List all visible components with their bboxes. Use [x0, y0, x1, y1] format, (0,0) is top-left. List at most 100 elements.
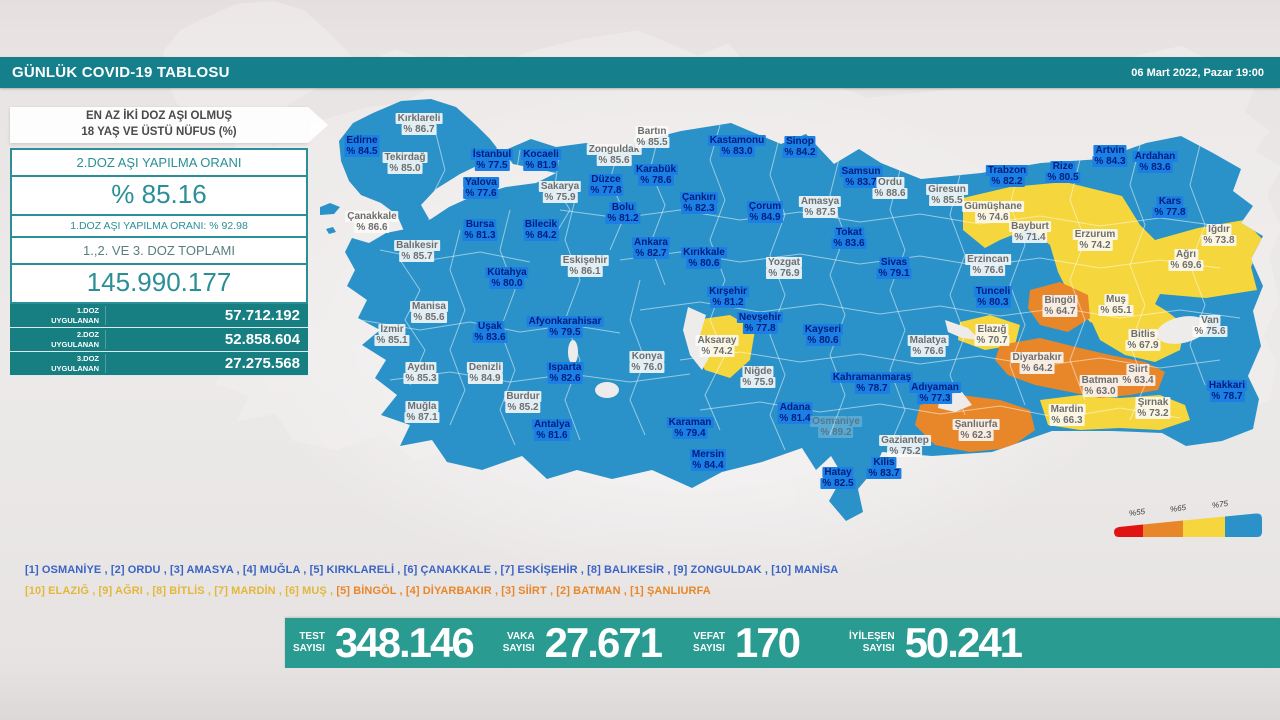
report-date: 06 Mart 2022, Pazar 19:00	[1131, 66, 1264, 79]
province-value: % 82.3	[681, 203, 717, 214]
province-name: Artvin	[1093, 145, 1127, 156]
province-name: Batman	[1079, 375, 1121, 386]
province-name: Konya	[629, 351, 665, 362]
province-label: Elazığ% 70.7	[974, 324, 1010, 346]
province-value: % 65.1	[1098, 305, 1134, 316]
bottom-provinces-line: [10] ELAZIĞ , [9] AĞRI , [8] BİTLİS , [7…	[25, 585, 711, 597]
province-label: Düzce% 77.8	[588, 174, 624, 196]
province-name: Edirne	[344, 135, 380, 146]
province-name: Amasya	[798, 196, 842, 207]
province-label: Adana% 81.4	[777, 402, 813, 424]
province-value: % 88.6	[872, 188, 908, 199]
province-label: Edirne% 84.5	[344, 135, 380, 157]
province-name: Mersin	[689, 449, 727, 460]
province-value: % 83.7	[843, 177, 879, 188]
province-value: % 75.2	[887, 446, 923, 457]
dose-row-label: 2.DOZ UYGULANAN	[10, 330, 106, 349]
province-value: % 79.1	[876, 268, 912, 279]
province-label: Konya% 76.0	[629, 351, 665, 373]
province-label: Burdur% 85.2	[504, 391, 542, 413]
province-label: Giresun% 85.5	[926, 184, 968, 206]
province-value: % 85.3	[403, 373, 439, 384]
province-label: Rize% 80.5	[1045, 161, 1081, 183]
province-name: Bitlis	[1128, 329, 1158, 340]
province-name: Manisa	[410, 301, 448, 312]
province-value: % 83.0	[719, 146, 755, 157]
province-value: % 69.6	[1168, 260, 1204, 271]
province-value: % 81.3	[462, 230, 498, 241]
dose-row: 1.DOZ UYGULANAN 57.712.192	[10, 304, 308, 328]
province-name: Ordu	[876, 177, 904, 188]
province-value: % 77.8	[588, 185, 624, 196]
province-value: % 74.2	[1077, 240, 1113, 251]
province-label: Bartın% 85.5	[634, 126, 670, 148]
province-value: % 82.7	[633, 248, 669, 259]
province-label: Tunceli% 80.3	[973, 286, 1013, 308]
province-label: Osmaniye% 89.2	[810, 416, 862, 438]
province-label: Karabük% 78.6	[633, 164, 679, 186]
dose-row-label: 1.DOZ UYGULANAN	[10, 306, 106, 325]
province-value: % 84.2	[523, 230, 559, 241]
province-label: Eskişehir% 86.1	[560, 255, 610, 277]
dose-row-value: 57.712.192	[224, 307, 300, 324]
stat-test: TEST SAYISI 348.146	[293, 622, 475, 664]
province-name: Nevşehir	[736, 312, 784, 323]
dose2-rate-value-box: % 85.16	[10, 175, 308, 216]
ranked-province: [1] OSMANİYE ,	[25, 564, 111, 576]
province-label: Aydın% 85.3	[403, 362, 439, 384]
province-value: % 75.6	[1192, 326, 1228, 337]
province-label: Tokat% 83.6	[831, 227, 867, 249]
ranked-province: [3] SİİRT ,	[501, 585, 557, 597]
province-name: Zonguldak	[586, 144, 642, 155]
stat-label: TEST SAYISI	[293, 631, 325, 654]
stat-label: VAKA SAYISI	[502, 631, 535, 654]
total-doses-title-box: 1.,2. VE 3. DOZ TOPLAMI	[10, 236, 308, 265]
province-value: % 84.3	[1092, 156, 1128, 167]
province-name: Tekirdağ	[382, 152, 428, 163]
province-value: % 75.9	[740, 377, 776, 388]
stat-value: 170	[734, 619, 801, 666]
province-value: % 81.6	[534, 430, 570, 441]
stat-vaka: VAKA SAYISI 27.671	[502, 622, 663, 664]
province-name: Rize	[1050, 161, 1076, 172]
province-name: Samsun	[839, 166, 883, 177]
stat-i̇yi̇leşen: İYİLEŞEN SAYISI 50.241	[849, 622, 1023, 664]
province-label: Çanakkale% 86.6	[345, 211, 399, 233]
province-name: Afyonkarahisar	[526, 316, 604, 327]
province-label: Çankırı% 82.3	[680, 192, 718, 214]
province-label: Erzurum% 74.2	[1072, 229, 1118, 251]
province-value: % 78.6	[638, 175, 674, 186]
province-value: % 75.9	[542, 192, 578, 203]
province-label: Kırklareli% 86.7	[395, 113, 443, 135]
province-name: İzmir	[378, 324, 406, 335]
province-name: Aydın	[405, 362, 437, 373]
province-labels-layer: Kırklareli% 86.7 Edirne% 84.5 Tekirdağ % 85…	[320, 90, 1270, 530]
total-doses-value: 145.990.177	[86, 267, 232, 297]
province-name: Kırklareli	[395, 113, 443, 124]
ranked-province: [4] MUĞLA ,	[242, 564, 310, 576]
province-value: % 77.8	[1152, 207, 1188, 218]
province-label: Gaziantep% 75.2	[879, 435, 931, 457]
province-label: Yozgat% 76.9	[765, 257, 803, 279]
banner-line2: 18 YAŞ VE ÜSTÜ NÜFUS (%)	[81, 126, 237, 138]
province-label: Ardahan% 83.6	[1132, 151, 1178, 173]
top-provinces-line: [1] OSMANİYE , [2] ORDU , [3] AMASYA , […	[25, 564, 838, 576]
province-label: Kars% 77.8	[1152, 196, 1188, 218]
province-label: Ordu% 88.6	[872, 177, 908, 199]
ranked-province: [7] MARDİN ,	[214, 585, 286, 597]
province-label: Amasya% 87.5	[798, 196, 842, 218]
province-value: % 79.4	[672, 428, 708, 439]
province-name: Diyarbakır	[1010, 352, 1064, 363]
province-label: Çorum% 84.9	[746, 201, 784, 223]
province-label: Kastamonu% 83.0	[707, 135, 767, 157]
ranked-province: [10] ELAZIĞ ,	[25, 585, 99, 597]
province-value: % 84.9	[747, 212, 783, 223]
province-value: % 64.7	[1042, 306, 1078, 317]
province-value: % 74.6	[975, 212, 1011, 223]
province-label: Sakarya% 75.9	[538, 181, 582, 203]
dose1-rate-box: 1.DOZ AŞI YAPILMA ORANI: % 92.98	[10, 214, 308, 238]
province-label: Hakkari% 78.7	[1206, 380, 1248, 402]
ranked-province: [9] ZONGULDAK ,	[673, 564, 772, 576]
province-name: Trabzon	[985, 165, 1029, 176]
stat-label: VEFAT SAYISI	[693, 631, 725, 654]
